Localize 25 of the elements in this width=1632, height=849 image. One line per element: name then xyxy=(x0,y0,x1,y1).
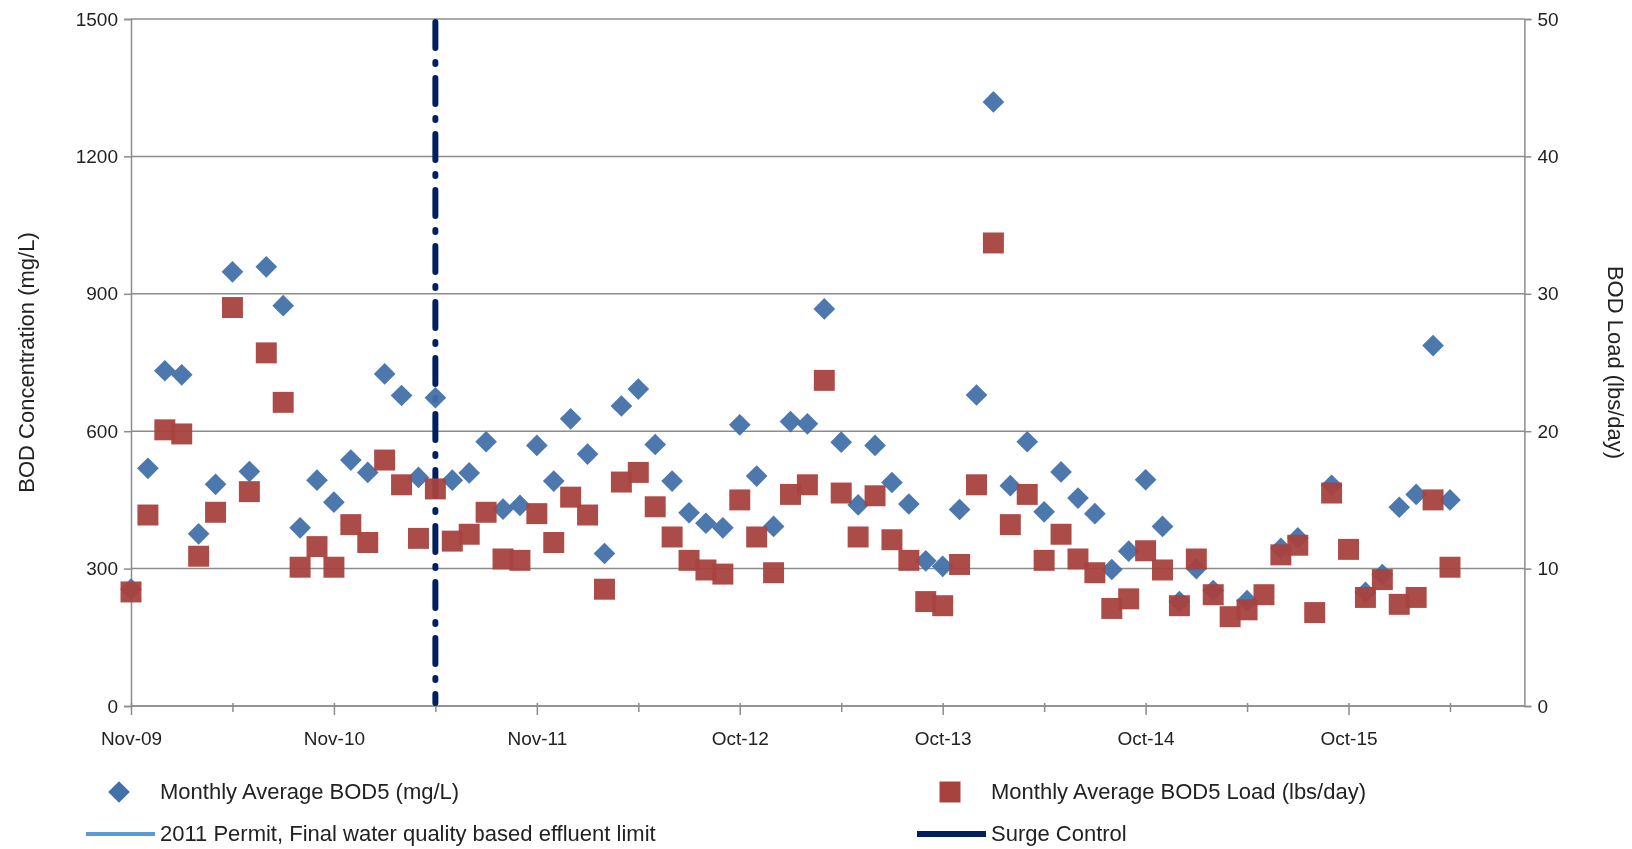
y-tick-label: 0 xyxy=(107,695,118,717)
x-tick-label: Oct-14 xyxy=(1117,728,1176,750)
legend-label: Surge Control xyxy=(991,821,1127,846)
y2-tick-label: 40 xyxy=(1537,145,1559,167)
x-tick-label: Oct-13 xyxy=(914,728,972,750)
legend-label: Monthly Average BOD5 (mg/L) xyxy=(160,779,460,804)
y2-tick-label: 20 xyxy=(1537,420,1559,442)
x-tick-label: Nov-11 xyxy=(507,728,568,750)
y2-axis-title: BOD Load (lbs/day) xyxy=(1603,265,1628,460)
legend-label: 2011 Permit, Final water quality based effluent limit xyxy=(160,821,656,846)
y-tick-label: 600 xyxy=(86,420,118,442)
x-tick-label: Nov-09 xyxy=(100,728,163,750)
legend-label: Monthly Average BOD5 Load (lbs/day) xyxy=(991,779,1367,804)
y-tick-label: 1500 xyxy=(75,8,118,30)
y2-tick-label: 30 xyxy=(1537,283,1559,305)
y2-tick-label: 10 xyxy=(1537,558,1559,580)
x-tick-label: Nov-10 xyxy=(303,728,366,750)
y-axis-title: BOD Concentration (mg/L) xyxy=(14,232,39,493)
y-tick-label: 1200 xyxy=(75,145,118,167)
y2-tick-label: 0 xyxy=(1537,695,1548,717)
y2-tick-label: 50 xyxy=(1537,8,1559,30)
x-tick-label: Oct-15 xyxy=(1320,728,1378,750)
x-tick-label: Oct-12 xyxy=(711,728,769,750)
y-tick-label: 900 xyxy=(86,283,118,305)
y-tick-label: 300 xyxy=(86,558,118,580)
